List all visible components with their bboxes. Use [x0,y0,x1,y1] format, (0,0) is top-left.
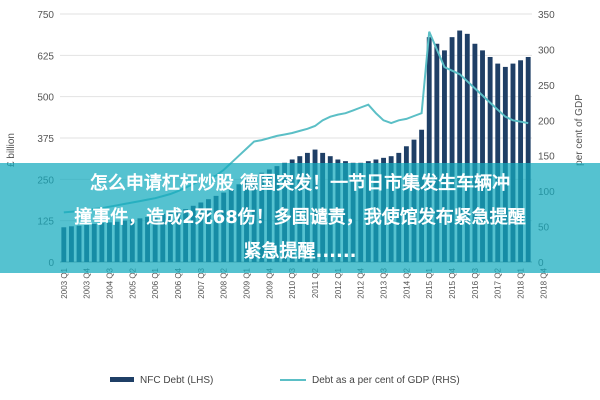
x-tick-label: 2005 Q2 [128,267,137,298]
x-tick-label: 2006 Q1 [151,267,160,298]
left-tick-label: 625 [37,51,54,62]
legend-label-debt-gdp: Debt as a per cent of GDP (RHS) [312,375,460,386]
right-tick-label: 200 [538,116,555,127]
bar-nfc-debt [525,56,531,263]
bar-nfc-debt [480,50,485,262]
overlay-line-1: 怎么申请杠杆炒股 德国突发！一节日市集发生车辆冲 [89,173,511,194]
overlay-line-2: 撞事件，造成2死68伤！多国谴责，我使馆发布紧急提醒 [74,207,526,228]
x-tick-label: 2006 Q4 [174,267,183,298]
x-tick-label: 2016 Q3 [471,267,480,298]
bar-nfc-debt [495,63,501,262]
x-axis: 2003 Q1 2003 Q4 2004 Q3 2005 Q2 2006 Q1 2006 … [60,267,549,298]
x-tick-label: 2015 Q4 [448,267,457,298]
x-tick-label: 2018 Q4 [539,267,548,298]
x-tick-label: 2003 Q1 [60,267,69,298]
x-tick-label: 2012 Q4 [357,267,366,298]
x-tick-label: 2008 Q2 [220,267,229,298]
x-tick-label: 2012 Q1 [334,267,343,298]
bar-nfc-debt [426,37,432,262]
bar-nfc-debt [487,56,493,263]
bar-nfc-debt [442,50,447,262]
right-tick-label: 350 [538,10,555,21]
bar-nfc-debt [434,43,440,263]
bar-nfc-debt [518,60,524,262]
left-tick-label: 375 [37,134,54,145]
bar-nfc-debt [464,33,470,263]
legend: NFC Debt (LHS) Debt as a per cent of GDP… [110,375,460,386]
caption-overlay: 怎么申请杠杆炒股 德国突发！一节日市集发生车辆冲 撞事件，造成2死68伤！多国谴… [0,163,600,273]
x-tick-label: 2010 Q3 [288,267,297,298]
x-tick-label: 2018 Q1 [517,267,526,298]
bar-nfc-debt [449,37,455,262]
right-axis-title: per cent of GDP [574,94,585,166]
x-tick-label: 2013 Q3 [380,267,389,298]
bar-nfc-debt [457,30,463,263]
x-tick-label: 2015 Q1 [425,267,434,298]
left-tick-label: 500 [37,93,54,104]
right-tick-label: 250 [538,81,555,92]
x-tick-label: 2014 Q2 [402,267,411,298]
bar-nfc-debt [510,63,516,262]
x-tick-label: 2004 Q3 [105,267,114,298]
bar-nfc-debt [472,43,478,263]
x-tick-label: 2007 Q3 [197,267,206,298]
x-tick-label: 2009 Q1 [243,267,252,298]
legend-label-nfc-debt: NFC Debt (LHS) [140,375,213,386]
x-tick-label: 2011 Q2 [311,267,320,298]
right-tick-label: 300 [538,45,555,56]
x-tick-label: 2017 Q2 [494,267,503,298]
legend-swatch-nfc-debt [110,377,134,382]
left-tick-label: 750 [37,10,54,21]
x-tick-label: 2003 Q4 [83,267,92,298]
overlay-line-3: 紧急提醒...... [243,241,357,262]
right-tick-label: 150 [538,152,555,163]
left-axis-title: £ billion [6,133,17,167]
x-tick-label: 2009 Q4 [265,267,274,298]
